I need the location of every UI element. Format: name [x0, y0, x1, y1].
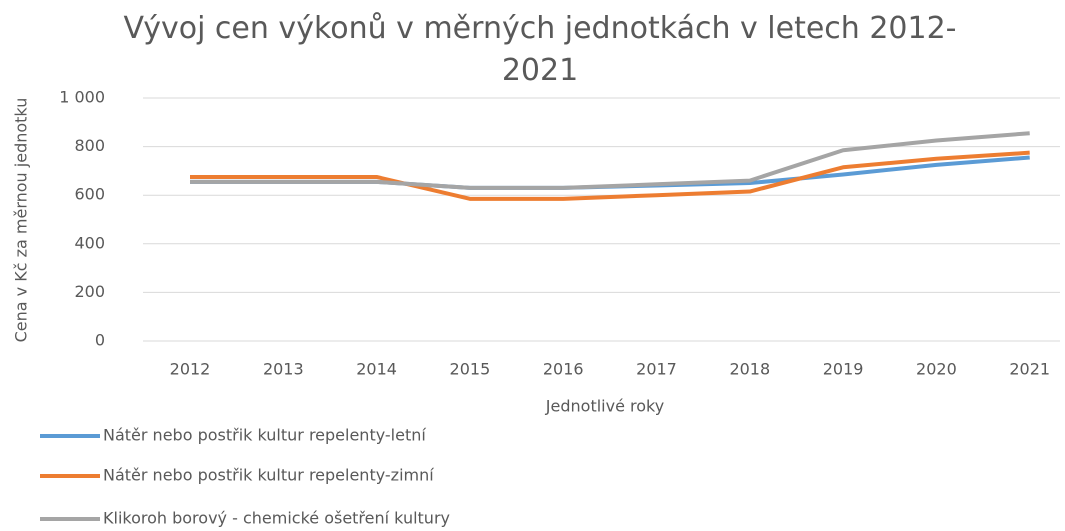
y-tick-label: 1 000 [59, 88, 105, 107]
y-tick-label: 0 [95, 331, 105, 350]
x-tick-label: 2019 [823, 360, 864, 379]
x-tick-label: 2012 [170, 360, 211, 379]
x-tick-label: 2016 [543, 360, 584, 379]
x-tick-label: 2017 [636, 360, 677, 379]
x-tick-label: 2018 [729, 360, 770, 379]
x-tick-label: 2015 [450, 360, 491, 379]
x-tick-label: 2014 [356, 360, 397, 379]
line-series [190, 150, 1030, 201]
x-tick-label: 2020 [916, 360, 957, 379]
y-tick-label: 800 [74, 136, 105, 155]
y-tick-label: 200 [74, 282, 105, 301]
y-tick-label: 600 [74, 185, 105, 204]
x-tick-label: 2013 [263, 360, 304, 379]
legend-label: Nátěr nebo postřik kultur repelenty-letn… [103, 426, 426, 445]
chart-title: Vývoj cen výkonů v měrných jednotkách v … [123, 11, 957, 88]
legend-label: Nátěr nebo postřik kultur repelenty-zimn… [103, 466, 434, 485]
x-tick-label: 2021 [1009, 360, 1050, 379]
legend-label: Klikoroh borový - chemické ošetření kult… [103, 509, 450, 528]
y-axis-label: Cena v Kč za měrnou jednotku [12, 98, 31, 343]
x-axis-label: Jednotlivé roky [545, 397, 664, 416]
y-tick-label: 400 [74, 233, 105, 252]
line-series [190, 131, 1030, 190]
